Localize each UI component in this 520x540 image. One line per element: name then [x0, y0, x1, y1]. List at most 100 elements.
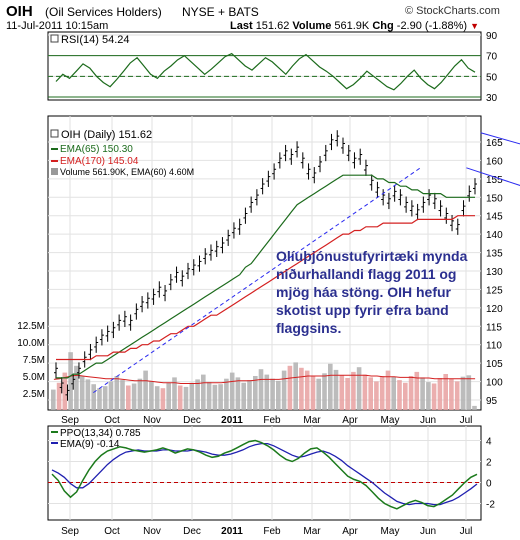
volume-bar: [287, 365, 293, 410]
price-x-tick-label: 2011: [221, 415, 243, 426]
volume-bar: [322, 373, 327, 410]
chg-label: Chg: [372, 20, 394, 32]
price-tick-label: 105: [486, 359, 503, 370]
price-x-tick-label: Mar: [303, 415, 321, 426]
volume-bar: [137, 378, 143, 410]
volume-bar: [368, 377, 373, 410]
volume-bar: [339, 375, 345, 410]
price-tick-label: 95: [486, 396, 498, 407]
volume-bar: [304, 370, 310, 410]
volume-bar: [414, 371, 420, 410]
ppo-tick-label: -2: [486, 500, 495, 511]
volume-tick-label: 5.0M: [23, 372, 45, 383]
price-x-tick-label: Jul: [460, 415, 473, 426]
volume-bar: [201, 374, 206, 410]
ppo-x-tick-label: Jul: [460, 526, 473, 537]
volume-tick-label: 7.5M: [23, 355, 45, 366]
volume-bar: [460, 376, 466, 410]
down-arrow-icon: ▼: [470, 21, 480, 31]
ppo-x-tick-label: Apr: [342, 526, 358, 537]
ppo-x-tick-label: Sep: [61, 526, 79, 537]
ppo-legend: PPO(13,34) 0.785: [60, 428, 141, 439]
volume-bar: [472, 405, 477, 410]
ppo-tick-label: 0: [486, 479, 492, 490]
rsi-line: [55, 52, 476, 91]
stockcharts-logo: © StockCharts.com: [405, 5, 500, 17]
ticker-symbol: OIH: [6, 3, 33, 20]
volume-bar: [172, 377, 177, 410]
volume-bar: [183, 386, 189, 410]
flag-upper-line: [480, 132, 520, 145]
volume-bar: [131, 383, 137, 410]
volume-tick-label: 10.0M: [17, 338, 45, 349]
rsi-tick-label: 50: [486, 72, 498, 83]
exchange-label: NYSE + BATS: [182, 5, 259, 19]
volume-bar: [299, 367, 304, 410]
volume-bar: [270, 378, 275, 410]
price-tick-label: 100: [486, 378, 503, 389]
price-title: OIH (Daily) 151.62: [61, 129, 152, 141]
rsi-tick-label: 70: [486, 52, 498, 63]
price-tick-label: 135: [486, 249, 503, 260]
volume-bar: [189, 382, 195, 410]
price-tick-label: 145: [486, 212, 503, 223]
price-panel-frame: [47, 115, 482, 411]
volume-tick-label: 12.5M: [17, 321, 45, 332]
volume-bar: [79, 376, 85, 410]
volume-bar: [229, 372, 235, 410]
volume-bar: [328, 363, 333, 410]
volume-bar: [120, 380, 125, 410]
volume-bar: [379, 376, 385, 410]
volume-bar: [333, 369, 339, 410]
volume-bar: [281, 370, 287, 410]
volume-bar: [91, 384, 96, 410]
price-x-tick-label: Jun: [420, 415, 436, 426]
volume-bar: [108, 381, 114, 410]
chg-value: -2.90 (-1.88%): [396, 20, 468, 32]
volume-legend: Volume 561.90K, EMA(60) 4.60M: [60, 167, 194, 177]
quote-summary: Last 151.62 Volume 561.9K Chg -2.90 (-1.…: [230, 20, 479, 32]
security-name: (Oil Services Holders): [45, 5, 162, 19]
ppo-signal-legend: EMA(9) -0.14: [60, 439, 120, 450]
price-legend-swatch: [50, 129, 59, 138]
volume-bar: [293, 362, 298, 410]
volume-bar: [224, 378, 229, 410]
ema65-legend: EMA(65) 150.30: [60, 144, 133, 155]
volume-bar: [126, 385, 131, 410]
volume-bar: [310, 376, 316, 410]
ppo-line: [51, 439, 478, 510]
price-x-tick-label: Feb: [263, 415, 281, 426]
volume-bar: [437, 378, 443, 410]
price-tick-label: 130: [486, 267, 503, 278]
volume-bar: [74, 365, 79, 410]
volume-bar: [68, 352, 73, 410]
volume-bar: [195, 379, 200, 410]
ppo-x-tick-label: May: [381, 526, 400, 537]
flag-lower-line: [466, 167, 520, 186]
volume-bar: [177, 385, 183, 410]
volume-ema-line: [53, 374, 476, 384]
price-tick-label: 125: [486, 285, 503, 296]
volume-label: Volume: [292, 20, 332, 32]
volume-bar: [374, 381, 379, 410]
volume-bar: [149, 381, 154, 410]
volume-bar: [102, 386, 108, 410]
price-tick-label: 120: [486, 304, 503, 315]
volume-bar: [351, 371, 356, 410]
price-tick-label: 155: [486, 175, 503, 186]
price-x-tick-label: Oct: [104, 415, 120, 426]
volume-bar: [154, 386, 160, 410]
volume-bar: [212, 384, 218, 410]
rsi-title: RSI(14) 54.24: [61, 34, 129, 46]
volume-bar: [62, 372, 68, 410]
price-tick-label: 160: [486, 156, 503, 167]
volume-bar: [56, 382, 62, 410]
volume-bar: [449, 378, 454, 410]
volume-bar: [403, 382, 408, 410]
volume-bar: [466, 375, 472, 410]
volume-bar: [362, 374, 368, 410]
price-tick-label: 165: [486, 138, 503, 149]
price-x-tick-label: May: [381, 415, 400, 426]
ema170-legend: EMA(170) 145.04: [60, 156, 139, 167]
